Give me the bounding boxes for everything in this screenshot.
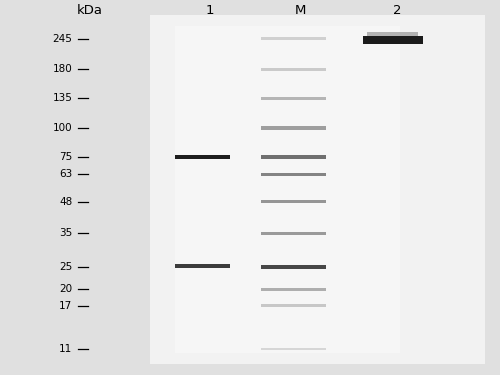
Text: 48: 48: [60, 196, 72, 207]
Text: 17: 17: [60, 300, 72, 310]
Text: 180: 180: [53, 64, 72, 74]
Text: kDa: kDa: [77, 4, 103, 17]
Text: 2: 2: [393, 4, 402, 17]
Text: M: M: [294, 4, 306, 17]
Text: 63: 63: [60, 170, 72, 180]
Text: 25: 25: [60, 262, 72, 272]
Text: 11: 11: [60, 344, 72, 354]
Text: 245: 245: [52, 33, 72, 44]
Text: 100: 100: [53, 123, 72, 133]
Text: 20: 20: [60, 284, 72, 294]
Text: 1: 1: [206, 4, 214, 17]
Text: 135: 135: [52, 93, 72, 103]
Text: 35: 35: [60, 228, 72, 238]
Text: 75: 75: [60, 152, 72, 162]
